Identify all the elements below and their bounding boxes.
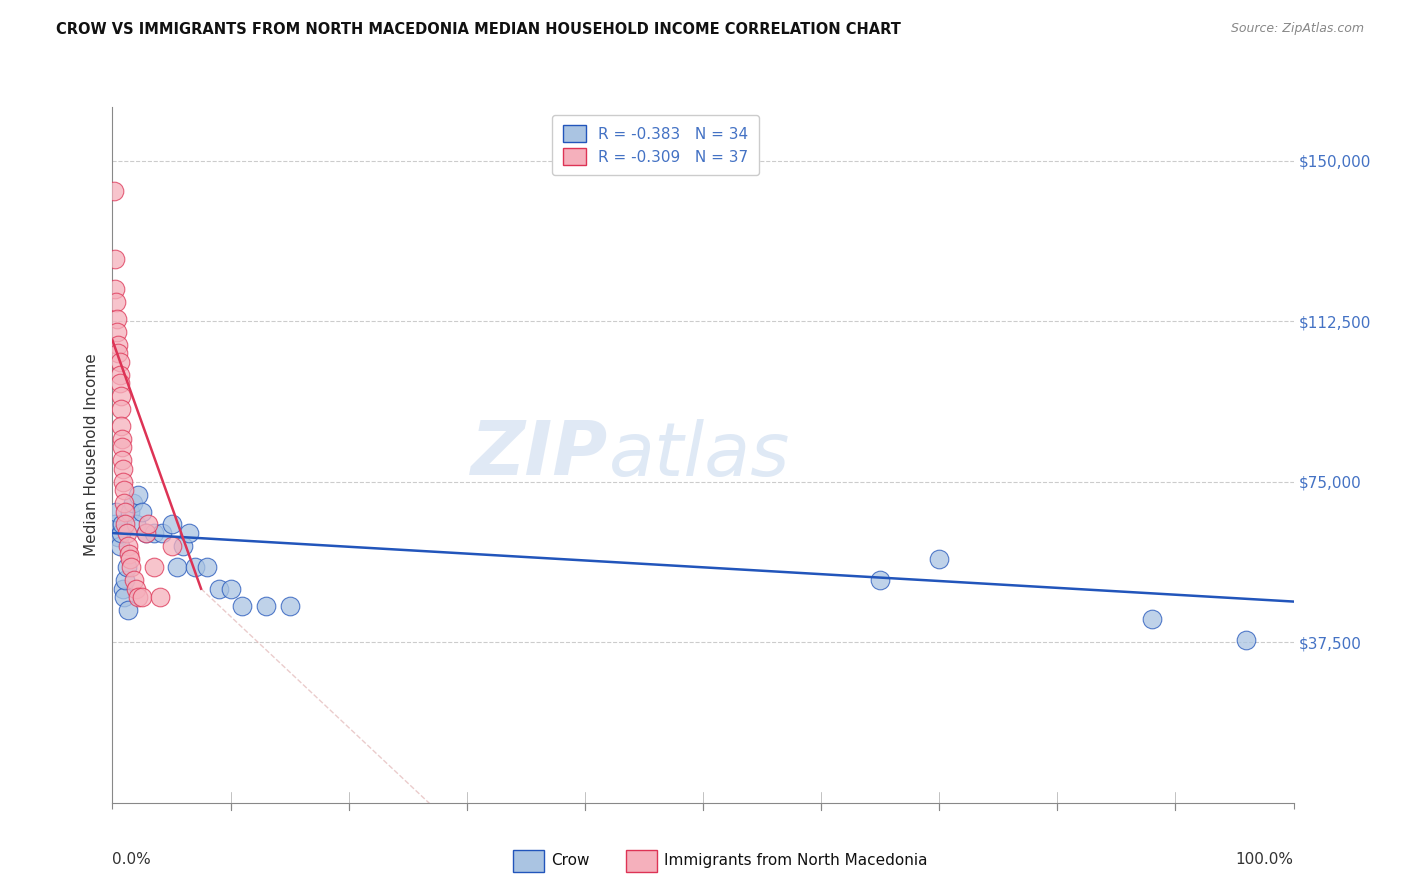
Point — [105, 294, 128, 309]
Point — [110, 526, 132, 541]
Point — [179, 526, 201, 541]
Text: atlas: atlas — [609, 419, 790, 491]
Point — [131, 505, 153, 519]
Point — [108, 368, 131, 382]
Point — [108, 355, 131, 369]
Point — [231, 599, 253, 613]
Point — [103, 184, 125, 198]
Point — [105, 505, 128, 519]
Point — [136, 517, 159, 532]
Point — [219, 582, 242, 596]
Point — [127, 487, 149, 501]
Point — [278, 599, 301, 613]
Point — [107, 337, 129, 351]
Point — [125, 517, 148, 532]
Point — [111, 453, 134, 467]
Point — [112, 483, 135, 498]
Point — [110, 389, 132, 403]
Point — [110, 401, 132, 416]
Point — [112, 475, 135, 489]
Point — [135, 526, 157, 541]
Point — [125, 582, 148, 596]
Point — [142, 560, 165, 574]
Point — [117, 539, 139, 553]
Legend: R = -0.383   N = 34, R = -0.309   N = 37: R = -0.383 N = 34, R = -0.309 N = 37 — [553, 115, 759, 176]
Point — [1140, 612, 1163, 626]
Text: Crow: Crow — [551, 854, 589, 868]
Point — [105, 312, 128, 326]
Text: Immigrants from North Macedonia: Immigrants from North Macedonia — [664, 854, 927, 868]
Point — [104, 282, 127, 296]
Point — [112, 582, 135, 596]
Point — [107, 530, 129, 544]
Point — [121, 496, 143, 510]
Point — [117, 603, 139, 617]
Text: Source: ZipAtlas.com: Source: ZipAtlas.com — [1230, 22, 1364, 36]
Text: 100.0%: 100.0% — [1236, 852, 1294, 866]
Point — [150, 526, 173, 541]
Point — [869, 573, 891, 587]
Text: 0.0%: 0.0% — [112, 852, 152, 866]
Point — [104, 517, 127, 532]
Point — [114, 573, 136, 587]
Point — [115, 560, 138, 574]
Point — [118, 548, 141, 562]
Point — [112, 496, 135, 510]
Point — [172, 539, 194, 553]
Point — [160, 539, 183, 553]
Text: CROW VS IMMIGRANTS FROM NORTH MACEDONIA MEDIAN HOUSEHOLD INCOME CORRELATION CHAR: CROW VS IMMIGRANTS FROM NORTH MACEDONIA … — [56, 22, 901, 37]
Point — [120, 560, 142, 574]
Point — [105, 325, 128, 339]
Point — [166, 560, 188, 574]
Point — [108, 539, 131, 553]
Point — [149, 591, 172, 605]
Y-axis label: Median Household Income: Median Household Income — [84, 353, 100, 557]
Point — [111, 441, 134, 455]
Point — [254, 599, 277, 613]
Point — [114, 517, 136, 532]
Point — [112, 462, 135, 476]
Point — [208, 582, 231, 596]
Point — [112, 591, 135, 605]
Point — [131, 591, 153, 605]
Point — [111, 432, 134, 446]
Point — [127, 591, 149, 605]
Point — [135, 526, 157, 541]
Point — [122, 573, 145, 587]
Point — [108, 376, 131, 391]
Point — [110, 419, 132, 434]
Point — [928, 551, 950, 566]
Point — [142, 526, 165, 541]
Point — [160, 517, 183, 532]
Point — [120, 551, 142, 566]
Point — [1234, 633, 1257, 648]
Point — [114, 505, 136, 519]
Point — [120, 505, 142, 519]
Text: ZIP: ZIP — [471, 418, 609, 491]
Point — [195, 560, 218, 574]
Point — [115, 526, 138, 541]
Point — [184, 560, 207, 574]
Point — [107, 346, 129, 360]
Point — [104, 252, 127, 266]
Point — [111, 517, 134, 532]
